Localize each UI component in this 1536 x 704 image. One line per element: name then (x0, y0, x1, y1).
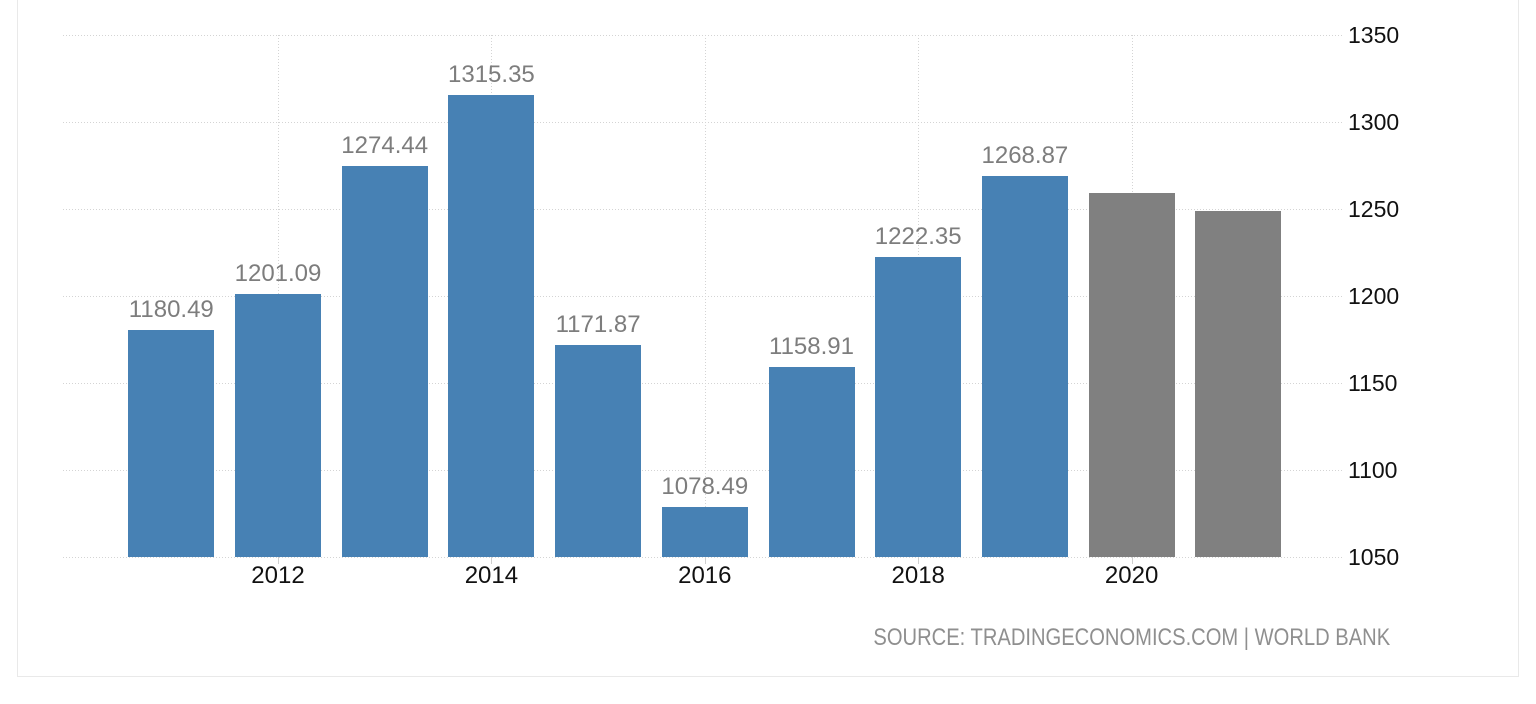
x-axis-tick-2016 (704, 557, 706, 564)
bar-2013[interactable] (341, 166, 428, 557)
gridline-y-1050 (63, 557, 1343, 558)
gridline-y-1300 (63, 122, 1343, 123)
x-axis-tick-2018 (918, 557, 920, 564)
y-axis-label-1100: 1100 (1348, 457, 1398, 483)
gridline-y-1100 (63, 470, 1343, 471)
y-axis-label-1300: 1300 (1348, 109, 1400, 135)
bar-value-label-2017: 1158.91 (769, 333, 854, 361)
x-axis-tick-2012 (278, 557, 279, 564)
bar-value-label-2016: 1078.49 (661, 473, 749, 501)
bar-value-label-2013: 1274.44 (341, 132, 429, 160)
x-axis-tick-2020 (1131, 557, 1133, 564)
bar-2014[interactable] (448, 95, 535, 557)
bar-2017[interactable] (768, 367, 855, 557)
gridline-y-1200 (63, 296, 1343, 297)
bar-value-label-2014: 1315.35 (448, 61, 535, 89)
gridline-x-2016 (704, 35, 706, 557)
x-axis-tick-2014 (491, 557, 493, 564)
bar-value-label-2015: 1171.87 (555, 310, 641, 338)
bar-2018[interactable] (875, 257, 962, 557)
y-axis-label-1150: 1150 (1348, 370, 1398, 396)
bar-2012[interactable] (235, 294, 321, 557)
x-axis-label-2016: 2016 (678, 562, 732, 589)
gridline-y-1350 (63, 35, 1343, 36)
bar-value-label-2019: 1268.87 (981, 142, 1069, 170)
bar-2020[interactable] (1088, 193, 1175, 557)
bar-value-label-2018: 1222.35 (874, 223, 962, 251)
bar-2015[interactable] (555, 344, 642, 557)
bar-value-label-2012: 1201.09 (234, 260, 322, 288)
y-axis-label-1250: 1250 (1348, 196, 1400, 222)
x-axis-label-2014: 2014 (464, 562, 519, 589)
x-axis-label-2020: 2020 (1104, 562, 1159, 589)
gridline-y-1250 (63, 209, 1343, 210)
bar-2016[interactable] (661, 507, 748, 557)
source-credit[interactable]: SOURCE: TRADINGECONOMICS.COM | WORLD BAN… (873, 624, 1390, 651)
bar-2011[interactable] (128, 329, 215, 557)
y-axis-label-1350: 1350 (1348, 22, 1400, 48)
x-axis-label-2012: 2012 (251, 562, 305, 589)
gridline-y-1150 (63, 383, 1343, 384)
y-axis-label-1050: 1050 (1348, 544, 1400, 570)
bar-value-label-2011: 1180.49 (128, 295, 214, 323)
bar-2021[interactable] (1195, 210, 1282, 557)
x-axis-label-2018: 2018 (891, 562, 945, 589)
y-axis-label-1200: 1200 (1348, 283, 1400, 309)
bar-2019[interactable] (981, 176, 1068, 557)
